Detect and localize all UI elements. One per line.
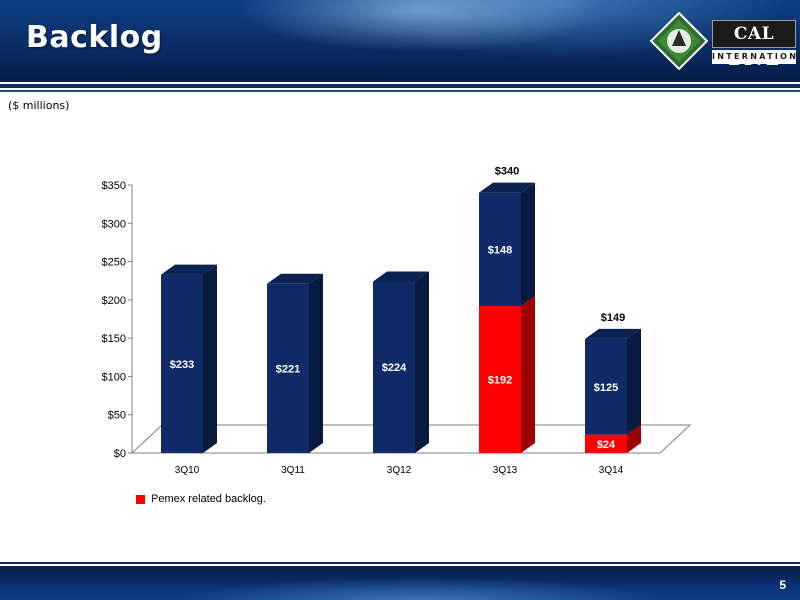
y-tick-label: $0 (114, 448, 126, 460)
footer-divider (0, 562, 800, 564)
bar-value-label: $192 (488, 374, 512, 386)
x-category-label: 3Q11 (281, 465, 305, 476)
y-tick-label: $300 (102, 218, 126, 230)
bar-front (267, 283, 309, 453)
bar-side (309, 273, 323, 453)
bar-side (627, 328, 641, 435)
bar-value-label: $125 (594, 382, 618, 394)
bar-front (479, 305, 521, 453)
legend-label-pemex: Pemex related backlog. (151, 493, 266, 505)
bar-front (161, 274, 203, 453)
x-category-label: 3Q14 (599, 465, 624, 476)
logo-subtitle: INTERNATIONAL (712, 50, 800, 64)
y-tick-label: $150 (102, 333, 126, 345)
header-divider-thin (0, 90, 800, 92)
bar-value-label: $148 (488, 244, 512, 256)
header-divider (0, 84, 800, 88)
bar-value-label: $24 (597, 439, 616, 451)
bar-front (585, 434, 627, 453)
bar-top (267, 273, 323, 284)
y-tick-label: $100 (102, 371, 126, 383)
bar-side (521, 182, 535, 306)
y-tick-label: $250 (102, 257, 126, 269)
bar-value-label: $221 (276, 363, 300, 375)
x-category-label: 3Q10 (175, 465, 200, 476)
bar-side (627, 424, 641, 453)
bar-side (203, 264, 217, 453)
page-title: Backlog (26, 20, 163, 55)
bar-value-label: $233 (170, 359, 194, 371)
bar-total-label: $149 (601, 312, 625, 324)
bar-top (585, 328, 641, 339)
legend-swatch-pemex (136, 494, 145, 504)
footer-banner (0, 566, 800, 600)
y-tick-label: $350 (102, 180, 126, 192)
bar-total-label: $340 (495, 166, 519, 178)
bar-front (373, 281, 415, 453)
bar-side (415, 271, 429, 453)
bar-top (373, 271, 429, 282)
logo-diamond-icon (650, 12, 708, 70)
chart-legend: Pemex related backlog. (136, 491, 266, 507)
bar-value-label: $224 (382, 362, 407, 374)
bar-side (521, 295, 535, 453)
units-label: ($ millions) (8, 99, 70, 112)
x-category-label: 3Q12 (387, 465, 412, 476)
x-category-label: 3Q13 (493, 465, 518, 476)
bar-top (479, 182, 535, 193)
company-logo: CAL DIVE INTERNATIONAL (646, 8, 800, 74)
bar-front (479, 192, 521, 306)
bar-front (585, 338, 627, 435)
y-tick-label: $200 (102, 295, 126, 307)
y-tick-label: $50 (108, 410, 126, 422)
page-number: 5 (779, 578, 786, 592)
bar-top (161, 264, 217, 275)
